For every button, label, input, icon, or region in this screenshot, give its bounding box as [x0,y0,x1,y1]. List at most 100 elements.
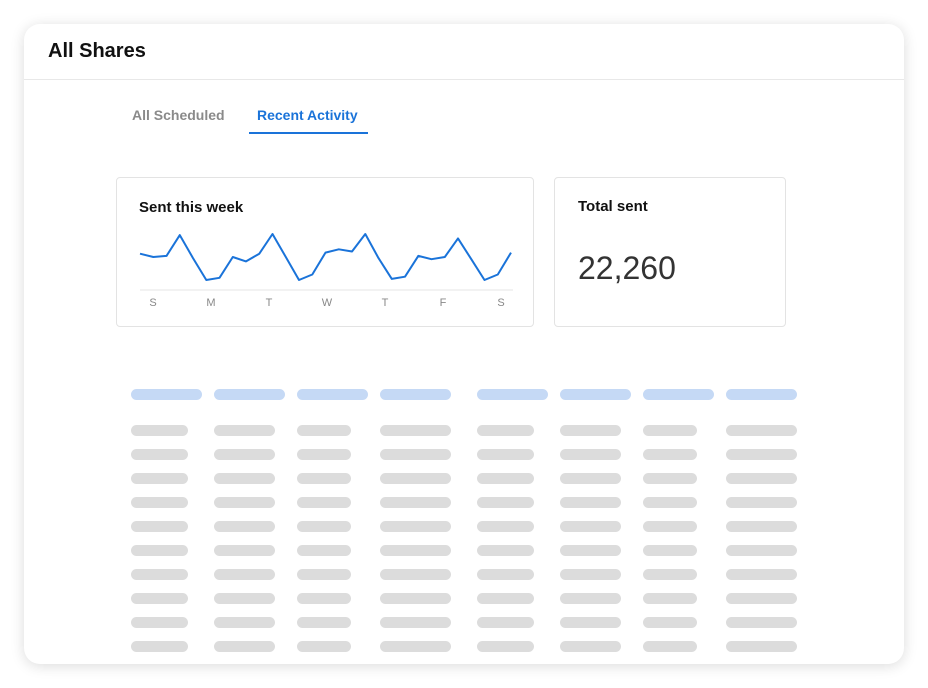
cell-placeholder [214,617,275,628]
cell-placeholder [560,473,621,484]
header-placeholder [214,389,285,400]
cell-placeholder [560,617,621,628]
cell-placeholder [297,617,351,628]
cell-placeholder [477,569,534,580]
cell-placeholder [560,641,621,652]
cell-placeholder [560,545,621,556]
cell-placeholder [726,521,797,532]
cell-placeholder [726,425,797,436]
panel: All Shares All Scheduled Recent Activity… [24,24,904,664]
cell-placeholder [560,497,621,508]
cell-placeholder [477,617,534,628]
panel-title: All Shares [48,40,146,62]
cell-placeholder [477,641,534,652]
cell-placeholder [643,545,697,556]
tab[interactable]: Recent Activity [257,107,358,123]
cell-placeholder [214,593,275,604]
x-tick-label: M [206,297,215,309]
cell-placeholder [131,521,188,532]
tab[interactable]: All Scheduled [132,107,225,123]
cell-placeholder [477,449,534,460]
header-placeholder [477,389,548,400]
cell-placeholder [297,569,351,580]
cell-placeholder [297,521,351,532]
cell-placeholder [380,449,451,460]
cell-placeholder [380,497,451,508]
cell-placeholder [726,569,797,580]
header-placeholder [726,389,797,400]
x-tick-label: T [382,297,389,309]
cell-placeholder [726,473,797,484]
cell-placeholder [297,473,351,484]
total-value: 22,260 [578,250,676,286]
cell-placeholder [131,617,188,628]
cell-placeholder [560,425,621,436]
header-placeholder [131,389,202,400]
header-placeholder [380,389,451,400]
cell-placeholder [477,425,534,436]
cell-placeholder [560,521,621,532]
cell-placeholder [643,593,697,604]
cell-placeholder [726,497,797,508]
cell-placeholder [477,497,534,508]
cell-placeholder [214,641,275,652]
cell-placeholder [214,473,275,484]
cell-placeholder [380,641,451,652]
cell-placeholder [131,545,188,556]
card-title: Total sent [578,198,648,215]
x-tick-label: T [266,297,273,309]
cell-placeholder [131,497,188,508]
cell-placeholder [477,545,534,556]
cell-placeholder [131,425,188,436]
cell-placeholder [131,473,188,484]
cell-placeholder [726,641,797,652]
cell-placeholder [643,449,697,460]
sparkline-line [139,233,512,281]
cell-placeholder [214,569,275,580]
cell-placeholder [380,521,451,532]
cell-placeholder [131,641,188,652]
divider [24,79,904,80]
cell-placeholder [477,473,534,484]
cell-placeholder [214,521,275,532]
cell-placeholder [297,593,351,604]
cell-placeholder [380,617,451,628]
cell-placeholder [477,521,534,532]
tab-underline [249,132,368,134]
cell-placeholder [214,425,275,436]
cell-placeholder [643,521,697,532]
cell-placeholder [380,473,451,484]
x-tick-label: W [322,297,333,309]
cell-placeholder [643,497,697,508]
cell-placeholder [643,425,697,436]
cell-placeholder [560,593,621,604]
cell-placeholder [560,449,621,460]
cell-placeholder [560,569,621,580]
cell-placeholder [131,593,188,604]
cell-placeholder [726,449,797,460]
cell-placeholder [477,593,534,604]
cell-placeholder [297,545,351,556]
cell-placeholder [214,545,275,556]
header-placeholder [297,389,368,400]
cell-placeholder [380,545,451,556]
header-placeholder [643,389,714,400]
card: Sent this week S M T W T F S [116,177,534,327]
x-tick-label: S [149,297,156,309]
card-title: Sent this week [139,199,244,216]
cell-placeholder [214,497,275,508]
cell-placeholder [131,449,188,460]
cell-placeholder [726,593,797,604]
cell-placeholder [643,617,697,628]
cell-placeholder [214,449,275,460]
cell-placeholder [297,497,351,508]
cell-placeholder [726,545,797,556]
cell-placeholder [297,449,351,460]
cell-placeholder [380,569,451,580]
x-tick-label: S [497,297,504,309]
header-placeholder [560,389,631,400]
table-skeleton [24,24,904,664]
cell-placeholder [131,569,188,580]
cell-placeholder [297,425,351,436]
